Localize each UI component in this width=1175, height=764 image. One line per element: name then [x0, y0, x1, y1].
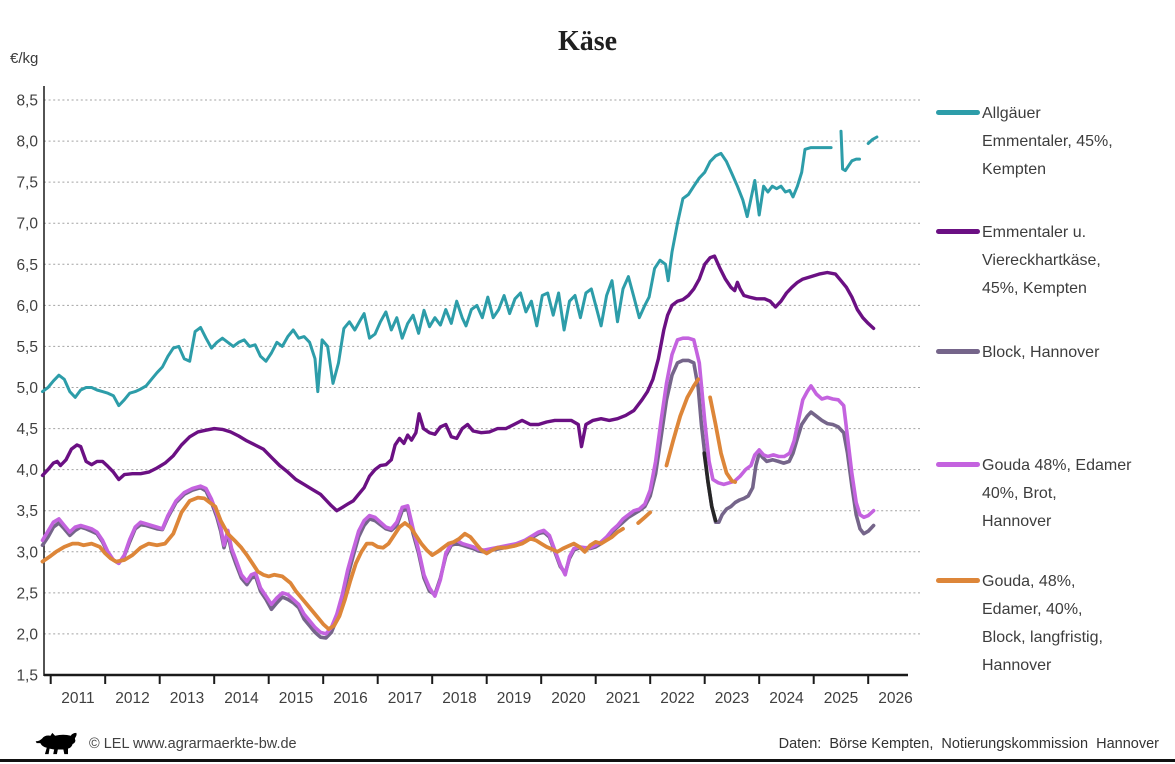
legend-swatch — [936, 229, 980, 234]
series-line-4 — [664, 377, 701, 468]
y-tick-label: 3,0 — [16, 544, 38, 561]
y-tick-label: 5,5 — [16, 339, 38, 356]
y-tick-label: 5,0 — [16, 380, 38, 397]
legend-swatch — [936, 349, 980, 354]
legend-label: Allgäuer Emmentaler, 45%, Kempten — [982, 105, 1113, 178]
series-line-0 — [866, 135, 879, 145]
x-tick-label: 2022 — [660, 690, 694, 707]
y-tick-label: 7,0 — [16, 216, 38, 233]
series-line-0 — [41, 146, 833, 408]
series-line-2 — [40, 358, 876, 640]
x-tick-label: 2025 — [824, 690, 858, 707]
legend-item-gouda-langfristig: Gouda, 48%, Edamer, 40%, Block, langfris… — [936, 568, 1168, 680]
legend-label: Emmentaler u. Viereckhartkäse, 45%, Kemp… — [982, 224, 1101, 297]
legend-swatch — [936, 578, 980, 583]
legend-swatch — [936, 462, 980, 467]
y-tick-label: 6,5 — [16, 257, 38, 274]
bottom-divider — [0, 759, 1175, 762]
series-line-0 — [839, 129, 861, 173]
x-tick-label: 2016 — [333, 690, 367, 707]
copyright-text: © LEL www.agrarmaerkte-bw.de — [89, 736, 297, 752]
x-tick-label: 2011 — [61, 690, 94, 707]
x-tick-label: 2019 — [497, 690, 531, 707]
overlay-dark-segment — [702, 451, 718, 523]
x-tick-label: 2015 — [279, 690, 313, 707]
y-tick-label: 3,5 — [16, 503, 38, 520]
x-tick-label: 2017 — [388, 690, 422, 707]
y-tick-label: 2,0 — [16, 626, 38, 643]
series-line-3 — [40, 336, 876, 636]
y-tick-label: 8,5 — [16, 92, 38, 109]
x-tick-label: 2026 — [878, 690, 912, 707]
lel-lion-logo — [35, 732, 77, 755]
y-tick-label: 4,5 — [16, 421, 38, 438]
footer-attribution: © LEL www.agrarmaerkte-bw.de — [33, 730, 297, 758]
y-tick-label: 8,0 — [16, 134, 38, 151]
legend-swatch — [936, 110, 980, 115]
x-tick-label: 2020 — [551, 690, 586, 707]
x-tick-label: 2014 — [224, 690, 259, 707]
legend: Allgäuer Emmentaler, 45%, Kempten Emment… — [936, 0, 1171, 700]
legend-item-block-hannover: Block, Hannover — [936, 339, 1168, 367]
legend-label: Gouda 48%, Edamer 40%, Brot, Hannover — [982, 457, 1132, 530]
series-line-4 — [708, 395, 738, 484]
x-tick-label: 2023 — [715, 690, 749, 707]
legend-item-allgaeuer-emmentaler: Allgäuer Emmentaler, 45%, Kempten — [936, 100, 1168, 184]
page-title: Käse — [557, 26, 618, 57]
x-tick-label: 2021 — [606, 690, 640, 707]
y-tick-label: 6,0 — [16, 298, 38, 315]
legend-item-gouda-brot: Gouda 48%, Edamer 40%, Brot, Hannover — [936, 452, 1168, 536]
x-tick-label: 2013 — [170, 690, 204, 707]
x-tick-label: 2012 — [115, 690, 149, 707]
y-axis-unit-label: €/kg — [10, 50, 39, 67]
x-tick-label: 2024 — [769, 690, 804, 707]
data-source-text: Daten: Börse Kempten, Notierungskommissi… — [778, 736, 1159, 752]
legend-item-emmentaler-viereckhartkaese: Emmentaler u. Viereckhartkäse, 45%, Kemp… — [936, 219, 1168, 303]
series-line-4 — [636, 510, 653, 525]
series-line-4 — [40, 495, 625, 631]
y-tick-label: 1,5 — [16, 668, 38, 685]
y-tick-label: 7,5 — [16, 175, 38, 192]
series-line-1 — [40, 254, 876, 513]
y-tick-label: 2,5 — [16, 585, 38, 602]
y-tick-label: 4,0 — [16, 462, 38, 479]
legend-label: Block, Hannover — [982, 344, 1100, 361]
x-tick-label: 2018 — [442, 690, 476, 707]
legend-label: Gouda, 48%, Edamer, 40%, Block, langfris… — [982, 573, 1103, 674]
